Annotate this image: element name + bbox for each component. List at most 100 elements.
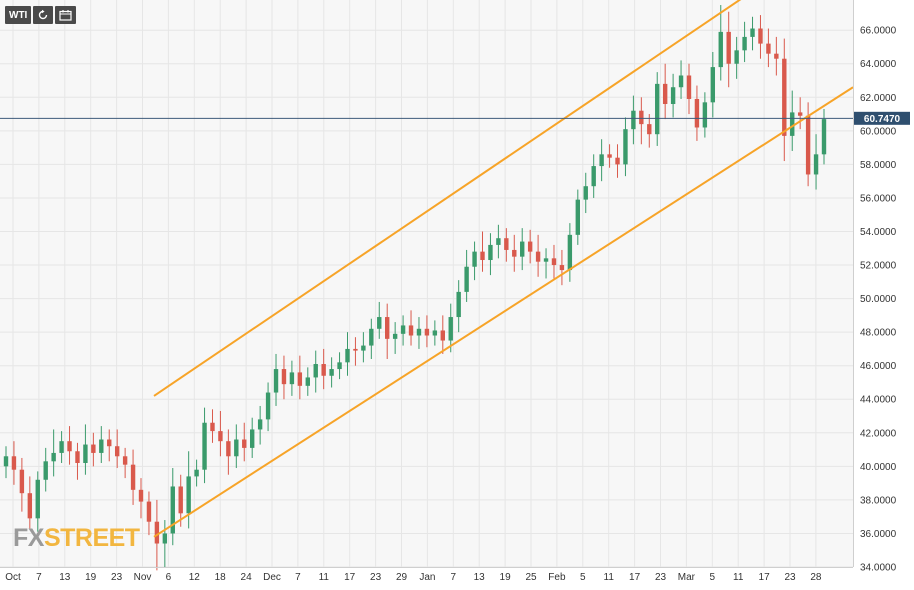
candle-body [83, 444, 88, 463]
calendar-button[interactable] [55, 6, 77, 24]
candle-body [591, 166, 596, 187]
candle-body [718, 31, 723, 68]
y-tick-label: 56.0000 [860, 193, 897, 204]
y-tick-label: 66.0000 [860, 26, 897, 37]
candle-body [329, 369, 334, 376]
y-tick-label: 38.0000 [860, 495, 897, 506]
candle-body [3, 456, 9, 467]
candle-body [122, 456, 128, 465]
candle-body [273, 369, 279, 393]
candle-body [416, 328, 422, 336]
candle-body [385, 317, 390, 339]
candle-body [543, 258, 549, 262]
candle-body [496, 238, 501, 245]
candles [3, 5, 827, 571]
candle-body [154, 521, 160, 544]
channel-upper-line [153, 0, 742, 397]
candle-body [535, 251, 541, 262]
x-tick-label: 7 [451, 572, 457, 583]
candle-body [512, 249, 517, 257]
y-tick-label: 64.0000 [860, 59, 897, 70]
current-price-tag: 60.7470 [854, 111, 910, 125]
candle-body [11, 456, 17, 470]
plot-background [0, 0, 853, 567]
x-tick-label: 17 [344, 572, 356, 583]
candle-body [813, 154, 819, 175]
x-tick-label: 12 [189, 572, 201, 583]
candle-body [607, 154, 612, 158]
x-tick-label: 13 [474, 572, 486, 583]
current-price-value: 60.7470 [864, 114, 901, 125]
y-tick-label: 62.0000 [860, 93, 897, 104]
candle-body [790, 112, 795, 136]
symbol-button[interactable]: WTI [5, 6, 32, 24]
y-tick-label: 58.0000 [860, 160, 897, 171]
x-tick-label: 23 [784, 572, 796, 583]
candle-body [599, 154, 604, 167]
chart-toolbar: WTI [5, 6, 77, 24]
x-tick-label: Mar [678, 572, 696, 583]
candle-body [27, 493, 33, 519]
x-tick-label: 5 [580, 572, 586, 583]
y-tick-label: 48.0000 [860, 328, 897, 339]
candle-body [805, 115, 811, 175]
candle-body [448, 317, 453, 341]
candle-body [631, 110, 636, 130]
x-tick-label: 5 [710, 572, 716, 583]
y-axis: 34.0000 36.0000 38.0000 40.0000 42.0000 44.00… [860, 26, 897, 574]
x-tick-label: 13 [59, 572, 71, 583]
candle-body [821, 119, 827, 155]
candle-body [242, 439, 247, 448]
candle-body [567, 234, 573, 271]
candle-body [114, 446, 120, 457]
candle-body [678, 75, 684, 88]
candle-body [559, 265, 565, 271]
candle-body [702, 102, 708, 128]
candle-body [75, 451, 80, 463]
candle-body [313, 364, 318, 378]
candle-body [432, 330, 438, 336]
x-tick-label: 24 [241, 572, 253, 583]
x-tick-label: 11 [604, 572, 615, 583]
candle-body [766, 43, 771, 54]
candle-body [710, 67, 716, 103]
candle-body [639, 110, 644, 125]
watermark-street: STREET [44, 524, 140, 552]
candle-body [281, 369, 287, 385]
refresh-icon [39, 9, 48, 20]
candle-body [91, 444, 96, 453]
x-tick-label: 19 [500, 572, 512, 583]
candle-body [647, 124, 652, 135]
x-tick-label: Dec [263, 572, 281, 583]
x-tick-label: 17 [759, 572, 771, 583]
candle-body [750, 28, 755, 37]
candle-body [408, 325, 414, 336]
x-tick-label: Nov [134, 572, 152, 583]
candle-body [210, 422, 215, 432]
y-tick-label: 36.0000 [860, 529, 897, 540]
candle-body [345, 348, 350, 363]
candle-body [464, 266, 469, 292]
candle-body [488, 244, 493, 261]
candle-body [623, 129, 628, 165]
gridlines [0, 0, 853, 568]
trend-channel[interactable] [153, 0, 854, 538]
candle-body [662, 83, 668, 105]
candle-body [361, 345, 366, 351]
candle-body [456, 291, 461, 318]
candle-body [265, 392, 271, 420]
candle-body [758, 28, 763, 44]
y-tick-label: 44.0000 [860, 395, 897, 406]
candle-body [202, 422, 207, 470]
x-tick-label: 23 [370, 572, 382, 583]
y-tick-label: 40.0000 [860, 462, 897, 473]
y-tick-label: 54.0000 [860, 227, 897, 238]
x-tick-label: 25 [525, 572, 537, 583]
x-tick-label: 11 [733, 572, 744, 583]
x-tick-label: 6 [166, 572, 172, 583]
candle-body [504, 238, 509, 250]
x-tick-label: Jan [419, 572, 435, 583]
candle-body [726, 31, 731, 64]
refresh-button[interactable] [33, 6, 54, 24]
